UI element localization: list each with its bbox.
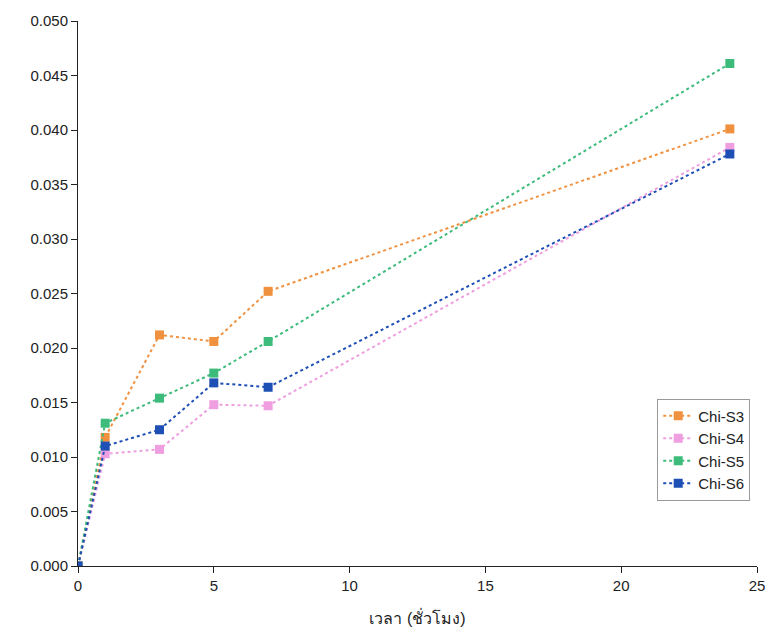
svg-text:0.045: 0.045 [30, 67, 68, 84]
svg-text:20: 20 [613, 577, 630, 594]
svg-text:0: 0 [74, 577, 82, 594]
svg-text:0.035: 0.035 [30, 176, 68, 193]
svg-text:0.050: 0.050 [30, 12, 68, 29]
svg-text:15: 15 [477, 577, 494, 594]
svg-text:เวลา (ชั่วโมง): เวลา (ชั่วโมง) [369, 607, 465, 627]
svg-text:0.010: 0.010 [30, 448, 68, 465]
svg-text:10: 10 [341, 577, 358, 594]
svg-text:0.025: 0.025 [30, 285, 68, 302]
svg-text:Chi-S6: Chi-S6 [698, 475, 744, 492]
svg-text:Chi-S5: Chi-S5 [698, 453, 744, 470]
svg-text:5: 5 [210, 577, 218, 594]
svg-text:0.005: 0.005 [30, 503, 68, 520]
svg-text:0.030: 0.030 [30, 230, 68, 247]
svg-text:0.015: 0.015 [30, 394, 68, 411]
svg-text:25: 25 [749, 577, 766, 594]
svg-text:0.040: 0.040 [30, 121, 68, 138]
svg-text:Chi-S3: Chi-S3 [698, 408, 744, 425]
svg-text:Chi-S4: Chi-S4 [698, 430, 744, 447]
svg-text:0.000: 0.000 [30, 557, 68, 574]
svg-text:0.020: 0.020 [30, 339, 68, 356]
